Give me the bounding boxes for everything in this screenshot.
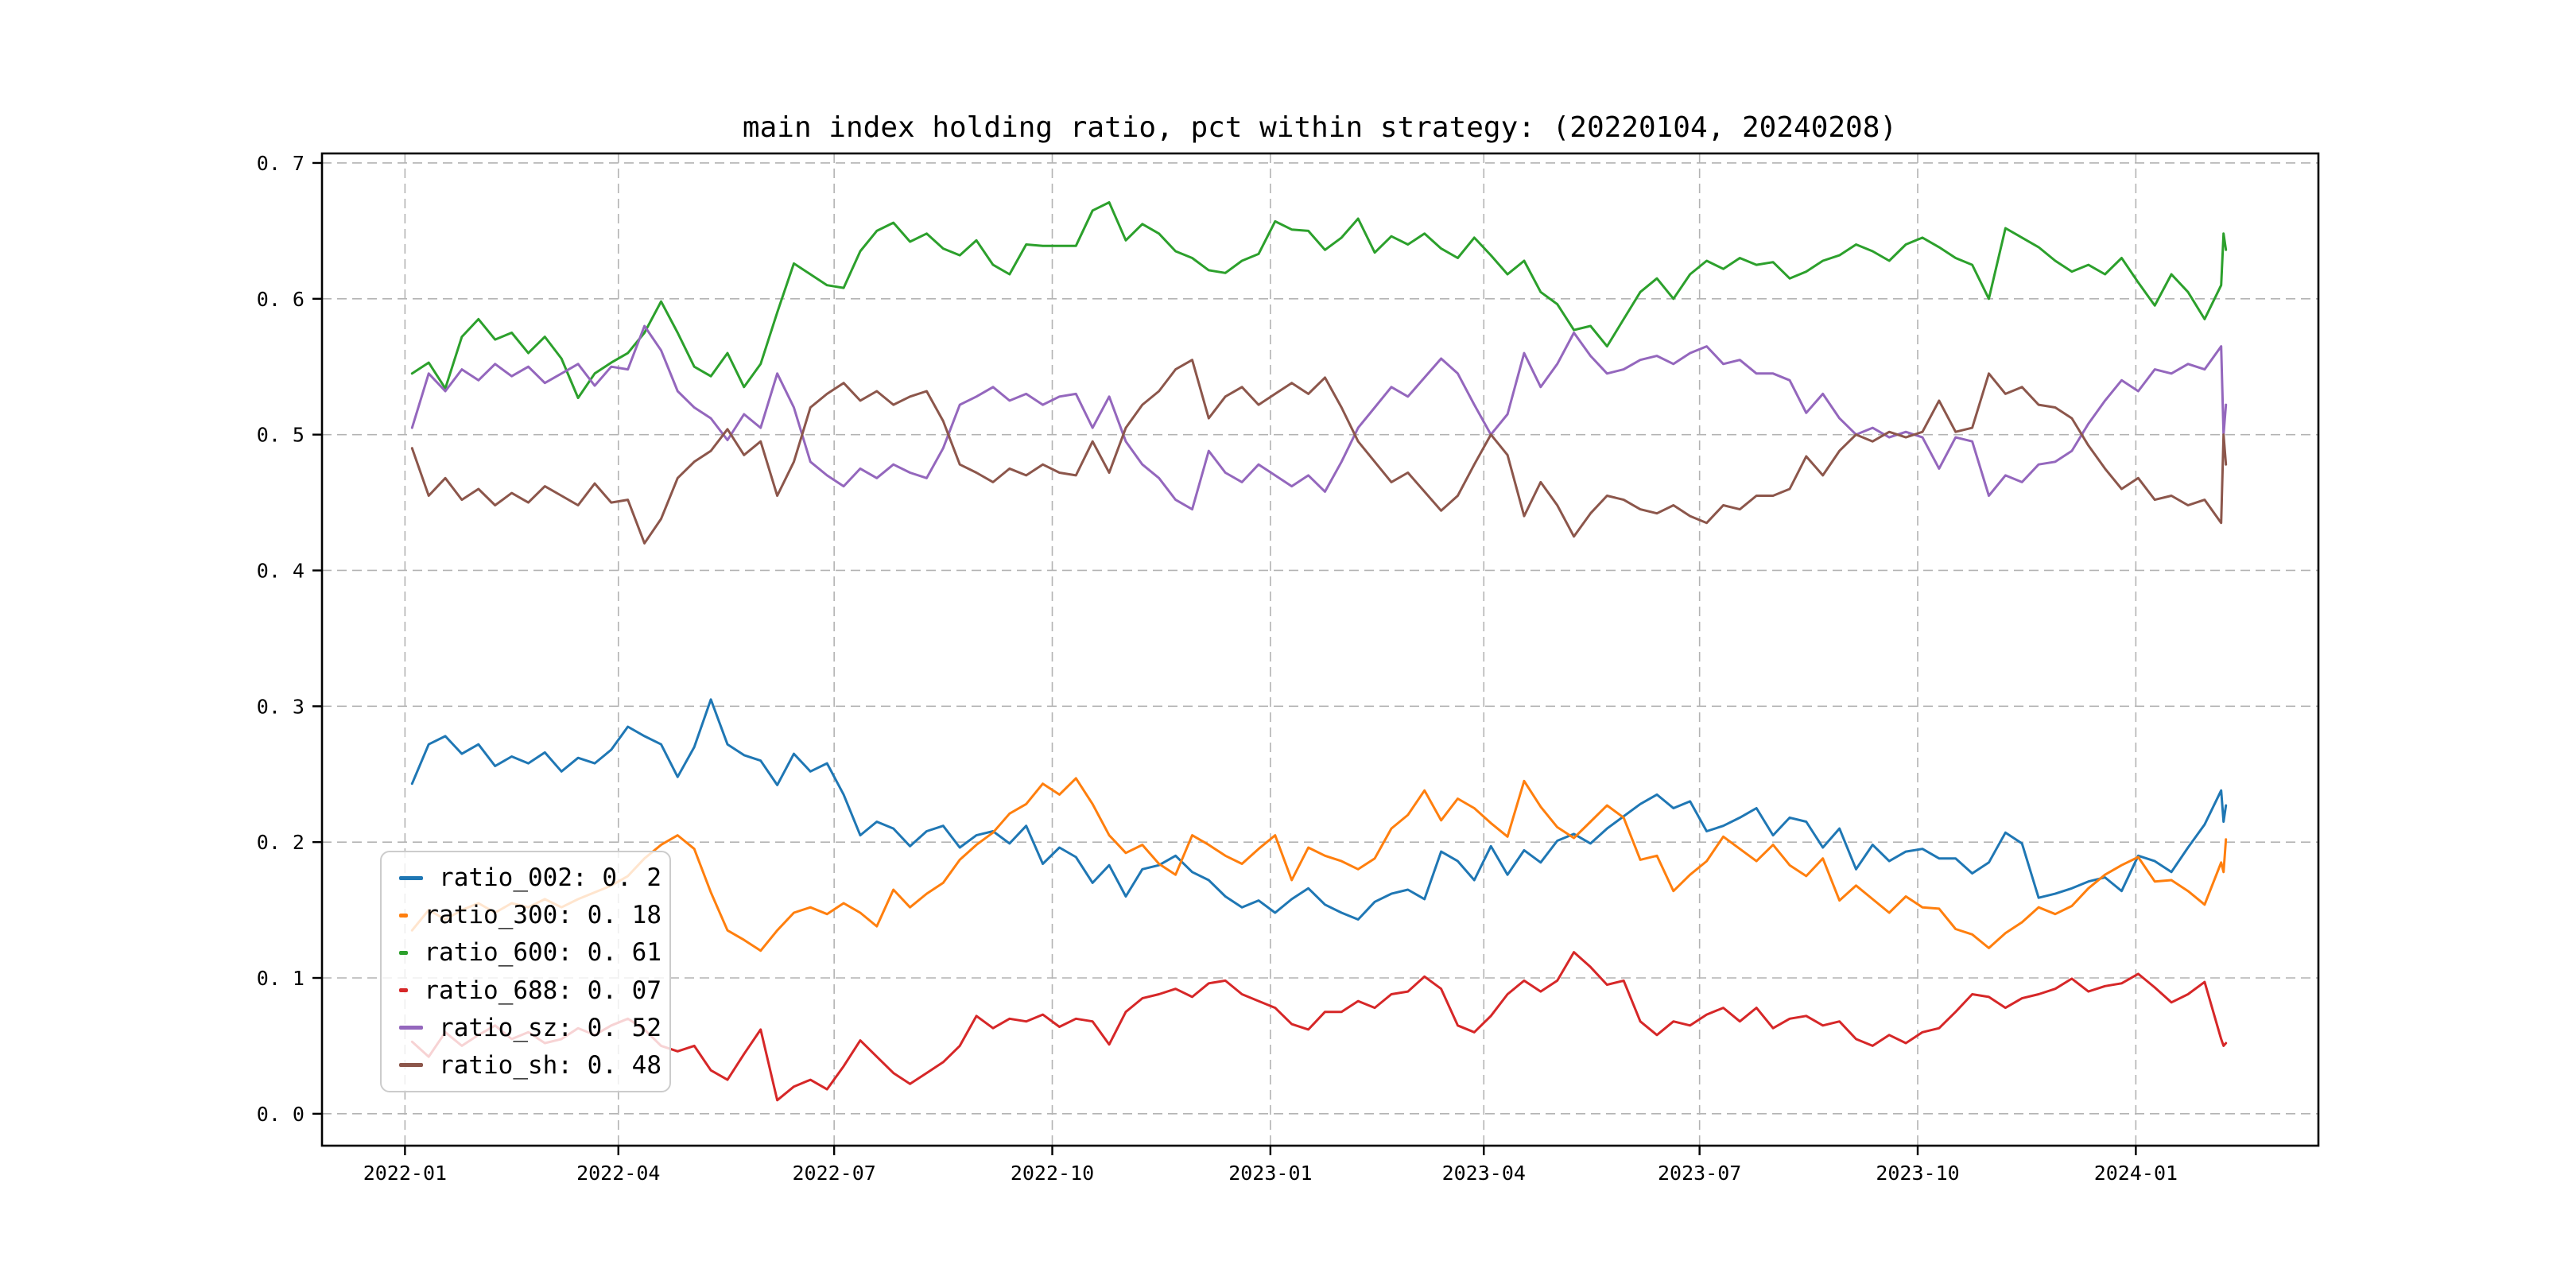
legend-item-ratio-sh: ratio_sh: 0. 48 — [399, 1051, 661, 1080]
series-line-ratio_sh — [410, 359, 2228, 545]
y-tick-label: 0. 7 — [257, 152, 305, 175]
legend-label: ratio_600: 0. 61 — [424, 938, 661, 968]
series-line-ratio_300 — [410, 777, 2228, 952]
legend-label: ratio_002: 0. 2 — [439, 863, 661, 892]
x-tick-label: 2022-01 — [363, 1162, 447, 1185]
legend-item-ratio-002: ratio_002: 0. 2 — [399, 863, 661, 892]
axes: 2022-01 2022-04 2022-07 2022-10 2023-01 2023-… — [257, 152, 2320, 1185]
legend-label: ratio_300: 0. 18 — [424, 901, 661, 930]
plot-border — [320, 152, 2320, 1147]
x-tick-label: 2023-10 — [1876, 1162, 1959, 1185]
chart-title: main index holding ratio, pct within str… — [743, 111, 1897, 144]
y-tick-label: 0. 1 — [257, 967, 305, 990]
legend-item-ratio-688: ratio_688: 0. 07 — [399, 976, 661, 1005]
y-tick-label: 0. 4 — [257, 559, 305, 582]
legend-item-ratio-300: ratio_300: 0. 18 — [399, 901, 661, 929]
y-tick-label: 0. 5 — [257, 424, 305, 447]
x-tick-label: 2022-07 — [792, 1162, 875, 1185]
series-line-ratio_688 — [410, 951, 2228, 1102]
x-tick-label: 2024-01 — [2094, 1162, 2178, 1185]
x-tick-label: 2023-07 — [1658, 1162, 1741, 1185]
legend-line-swatch — [399, 913, 409, 918]
y-tick-label: 0. 0 — [257, 1103, 305, 1126]
legend-line-swatch — [399, 1063, 424, 1068]
legend-item-ratio-600: ratio_600: 0. 61 — [399, 938, 661, 967]
series-line-ratio_sz — [410, 324, 2228, 511]
y-tick-label: 0. 6 — [257, 288, 305, 311]
x-tick-label: 2022-04 — [576, 1162, 660, 1185]
legend-label: ratio_sz: 0. 52 — [439, 1013, 661, 1042]
legend-line-swatch — [399, 988, 409, 993]
x-tick-label: 2022-10 — [1011, 1162, 1094, 1185]
series-line-ratio_600 — [410, 201, 2228, 399]
legend-item-ratio-sz: ratio_sz: 0. 52 — [399, 1014, 661, 1042]
x-tick-label: 2023-04 — [1442, 1162, 1526, 1185]
series-line-ratio_002 — [410, 698, 2228, 921]
legend-line-swatch — [399, 1026, 424, 1030]
y-tick-label: 0. 3 — [257, 695, 305, 718]
legend-line-swatch — [399, 950, 409, 955]
legend-line-swatch — [399, 875, 424, 880]
chart-legend: ratio_002: 0. 2 ratio_300: 0. 18 ratio_6… — [380, 851, 671, 1092]
legend-label: ratio_688: 0. 07 — [424, 976, 661, 1005]
x-tick-label: 2023-01 — [1228, 1162, 1312, 1185]
series-lines — [410, 201, 2228, 1102]
legend-label: ratio_sh: 0. 48 — [439, 1050, 661, 1080]
y-tick-label: 0. 2 — [257, 831, 305, 854]
